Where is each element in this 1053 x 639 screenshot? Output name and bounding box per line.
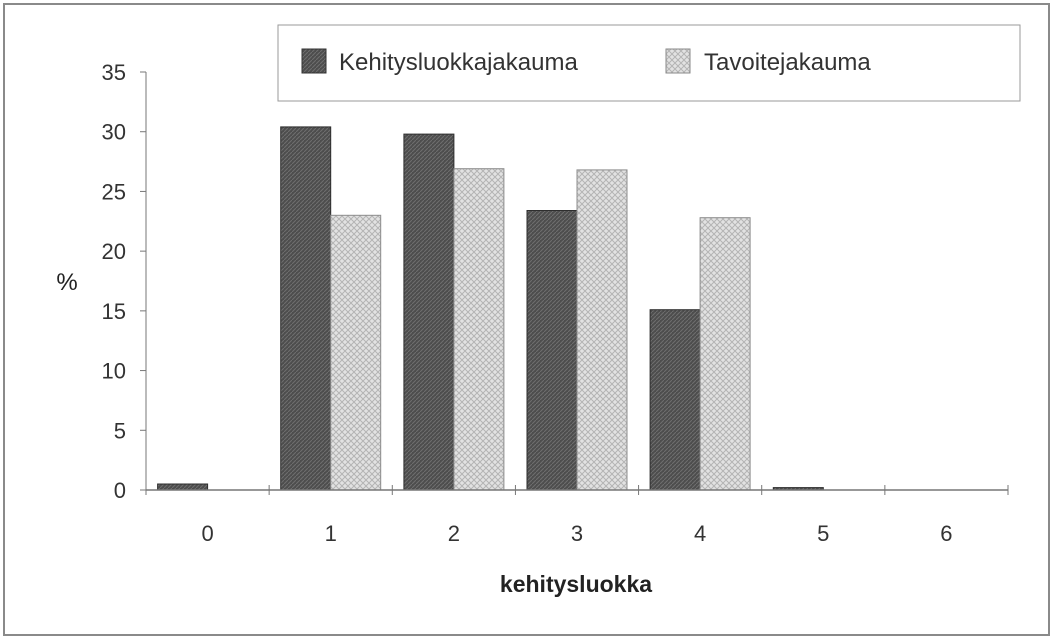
x-axis-title: kehitysluokka: [500, 571, 652, 597]
x-tick-label-6: 6: [940, 521, 952, 546]
legend-box: [277, 24, 1021, 102]
y-tick-label-10: 10: [102, 359, 126, 384]
bar-series1-cat-2: [453, 168, 505, 491]
y-tick-label-30: 30: [102, 120, 126, 145]
axis-layer: [140, 71, 1009, 495]
x-tick-label-0: 0: [201, 521, 213, 546]
bar-series1-cat-1: [330, 214, 382, 491]
bars-layer: [157, 126, 824, 491]
legend-swatch-kehitysluokkajakauma: [301, 48, 327, 74]
labels-layer: 0 5 10 15 20 25 30 35 0 1 2 3 4 5 6: [102, 60, 953, 546]
y-tick-label-20: 20: [102, 239, 126, 264]
bar-series0-cat-2: [403, 133, 455, 491]
bar-series1-cat-4: [699, 217, 751, 491]
x-tick-label-5: 5: [817, 521, 829, 546]
bar-series0-cat-3: [526, 210, 578, 491]
x-tick-label-3: 3: [571, 521, 583, 546]
bar-series0-cat-4: [649, 309, 701, 491]
bar-series1-cat-3: [576, 169, 628, 491]
legend-label-tavoitejakauma: Tavoitejakauma: [704, 49, 871, 76]
legend-label-kehitysluokkajakauma: Kehitysluokkajakauma: [339, 49, 578, 76]
y-tick-label-0: 0: [114, 478, 126, 503]
legend: Kehitysluokkajakauma Tavoitejakauma: [277, 24, 1021, 102]
y-tick-label-15: 15: [102, 299, 126, 324]
y-tick-label-25: 25: [102, 179, 126, 204]
y-tick-label-5: 5: [114, 418, 126, 443]
legend-swatch-tavoitejakauma: [665, 48, 691, 74]
bar-series0-cat-1: [280, 126, 332, 491]
y-axis-title: %: [56, 269, 77, 296]
y-tick-label-35: 35: [102, 60, 126, 85]
x-tick-label-4: 4: [694, 521, 706, 546]
bar-series0-cat-0: [157, 483, 209, 491]
x-tick-label-1: 1: [325, 521, 337, 546]
x-tick-label-2: 2: [448, 521, 460, 546]
